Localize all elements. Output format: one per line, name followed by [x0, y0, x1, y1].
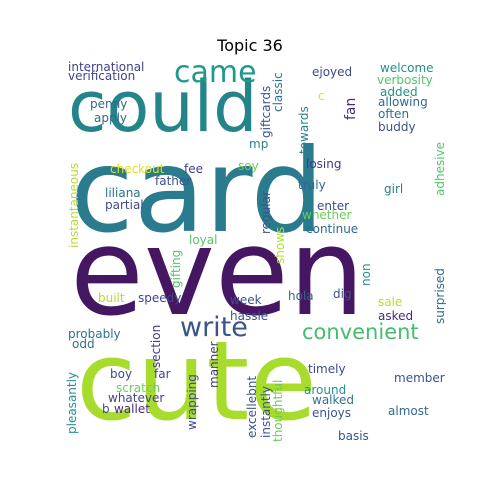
word-scratch: scratch: [116, 381, 161, 395]
word-excellebnt: excellebnt: [245, 375, 259, 438]
word-mp: mp: [249, 137, 269, 151]
word-classic: classic: [271, 72, 285, 112]
word-hassle: hassle: [230, 309, 269, 323]
word-walked: walked: [312, 393, 355, 407]
word-soy: soy: [238, 159, 259, 173]
word-could: could: [68, 66, 258, 148]
word-timely: timely: [308, 362, 346, 376]
word-hola: hola: [288, 289, 314, 303]
word-c: c: [318, 89, 325, 103]
word-apply: apply: [94, 111, 128, 125]
word-partial: partial: [105, 198, 144, 212]
chart-title: Topic 36: [217, 36, 283, 55]
word-speedy: speedy: [138, 291, 182, 305]
word-enter: enter: [317, 199, 350, 213]
word-whether: whether: [302, 208, 352, 222]
word-convenient: convenient: [302, 320, 419, 344]
word-thoughtful: thoughtful: [271, 379, 285, 442]
word-built: built: [98, 291, 125, 305]
word-almost: almost: [388, 404, 429, 418]
word-adhesive: adhesive: [433, 141, 446, 196]
word-cute: cute: [76, 317, 318, 442]
word-verification: verification: [68, 69, 136, 83]
word-verbosity: verbosity: [377, 73, 433, 87]
word-non: non: [359, 263, 373, 286]
word-probably: probably: [68, 327, 121, 341]
word-boy: boy: [110, 367, 133, 381]
word-ejoyed: ejoyed: [312, 65, 353, 79]
word-whatever: whatever: [108, 391, 165, 405]
word-basis: basis: [338, 429, 369, 442]
word-liliana: liliana: [105, 186, 141, 200]
word-shows: shows: [273, 226, 287, 264]
word-checkout: checkout: [110, 162, 165, 176]
word-girl: girl: [384, 182, 404, 196]
word-sale: sale: [378, 295, 403, 309]
word-allowing: allowing: [378, 95, 428, 109]
word-card: card: [70, 124, 325, 259]
word-international: international: [68, 60, 145, 74]
word-buddy: buddy: [378, 120, 416, 134]
word-added: added: [380, 85, 418, 99]
word-fee: fee: [184, 162, 203, 176]
word-losing: losing: [306, 157, 342, 171]
word-towards: towards: [297, 106, 311, 154]
word-gifting: gifting: [169, 249, 183, 288]
word-manner: manner: [207, 341, 221, 388]
word-odd: odd: [72, 337, 95, 351]
word-write: write: [180, 312, 248, 343]
word-loyal: loyal: [189, 233, 218, 247]
word-asked: asked: [378, 309, 414, 323]
word-often: often: [378, 107, 410, 121]
word-week: week: [230, 293, 262, 307]
word-wrapping: wrapping: [185, 374, 199, 430]
word-around: around: [304, 383, 347, 397]
word-pleasantly: pleasantly: [65, 371, 79, 434]
word-came: came: [174, 58, 257, 90]
word-enjoys: enjoys: [312, 406, 352, 420]
word-father: father: [155, 174, 192, 188]
word-section: section: [149, 324, 163, 368]
word-dig: dig: [333, 287, 352, 301]
word-continue: continue: [306, 222, 359, 236]
word-instantaneous: instantaneous: [67, 162, 81, 248]
word-fan: fan: [343, 97, 359, 120]
word-member: member: [394, 371, 445, 385]
word-b: b: [102, 402, 110, 416]
word-regular: regular: [259, 191, 273, 234]
word-truly: truly: [298, 178, 326, 192]
word-even: even: [70, 204, 365, 343]
word-penny: penny: [90, 97, 128, 111]
word-wallet: wallet: [114, 402, 150, 416]
word-welcome: welcome: [380, 61, 434, 75]
word-far: far: [154, 367, 171, 381]
word-surprised: surprised: [433, 268, 446, 324]
word-cloud: card even cute could came write convenie…: [62, 58, 446, 442]
